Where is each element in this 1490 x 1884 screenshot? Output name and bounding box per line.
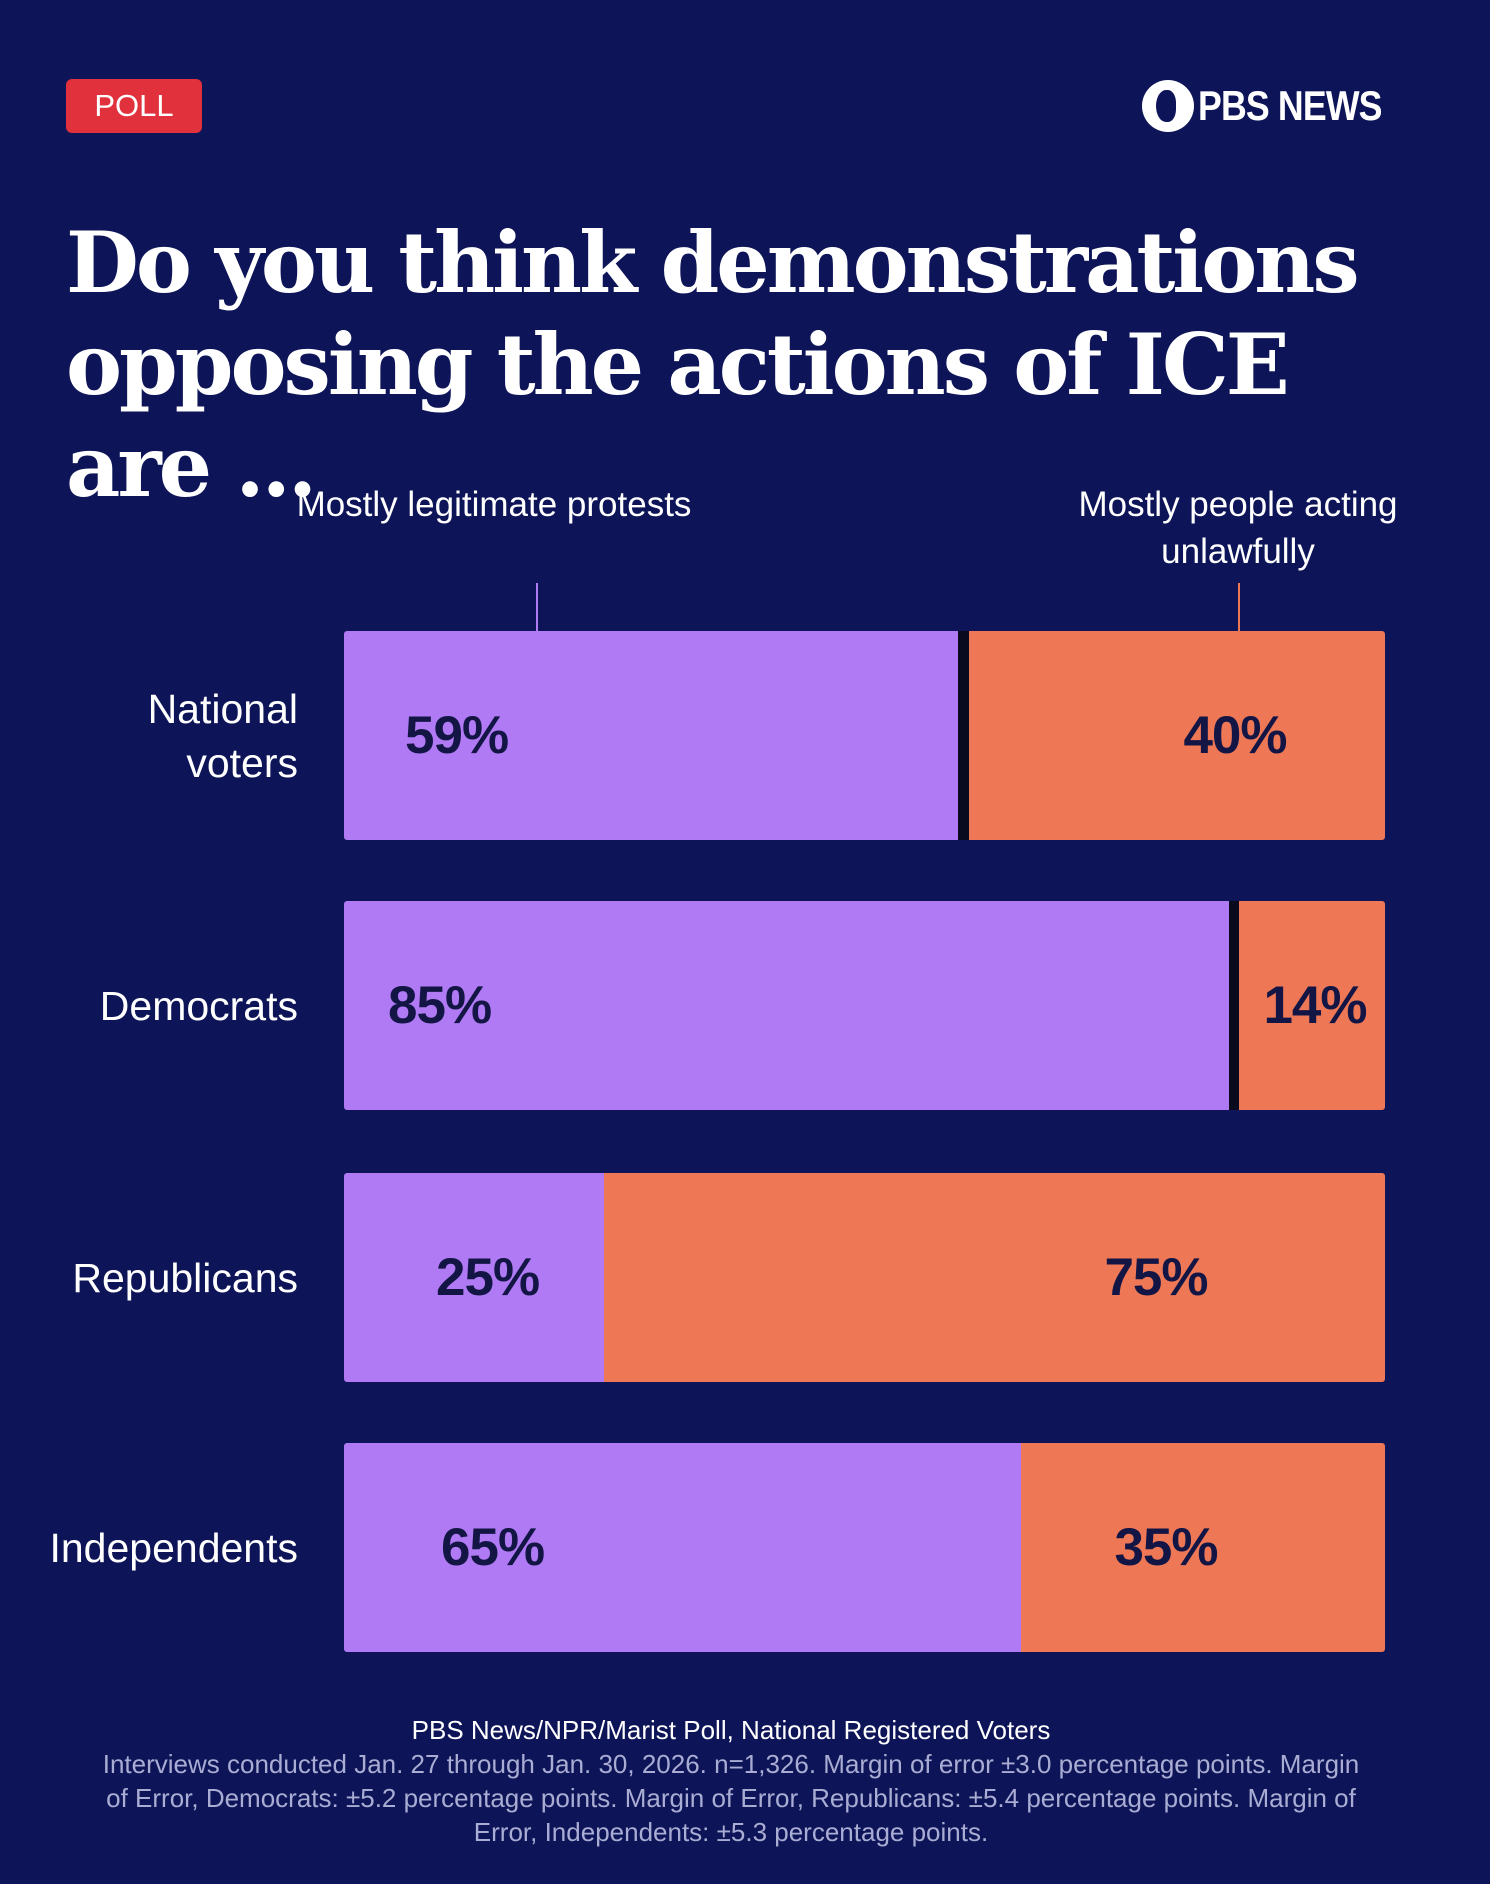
value-label-legitimate: 59% <box>405 706 509 765</box>
bar-row: 59% 40% <box>344 631 1385 840</box>
bar-segment-legitimate <box>344 901 1229 1110</box>
bar-segment-unlawful <box>1239 901 1385 1110</box>
row-label: National voters <box>147 685 298 786</box>
row-label: Democrats <box>99 982 298 1029</box>
row-label: Independents <box>49 1524 298 1571</box>
footer-notes: Interviews conducted Jan. 27 through Jan… <box>102 1749 1360 1847</box>
bar-segment-legitimate <box>344 1443 1021 1652</box>
pbs-head-icon <box>1142 80 1194 132</box>
value-label-unlawful: 40% <box>1183 706 1287 765</box>
legend-tick-legitimate <box>536 583 538 631</box>
bar-segment-legitimate <box>344 1173 605 1382</box>
legend-unlawful: Mostly people acting unlawfully <box>1078 485 1398 571</box>
bar-row: 65% 35% <box>344 1443 1385 1652</box>
value-label-legitimate: 25% <box>436 1248 540 1307</box>
value-label-legitimate: 65% <box>441 1518 545 1577</box>
row-label: Republicans <box>72 1254 298 1301</box>
bar-segment-legitimate <box>344 631 959 840</box>
value-label-legitimate: 85% <box>388 976 492 1035</box>
bar-row: 25% 75% <box>344 1173 1385 1382</box>
footer-source: PBS News/NPR/Marist Poll, National Regis… <box>411 1715 1051 1745</box>
value-label-unlawful: 75% <box>1104 1248 1208 1307</box>
pbs-news-logo: PBS NEWS <box>1142 80 1414 132</box>
logo-text: PBS NEWS <box>1198 82 1382 129</box>
value-label-unlawful: 35% <box>1114 1518 1218 1577</box>
poll-badge: POLL <box>66 79 202 133</box>
bar-segment-unlawful <box>968 631 1385 840</box>
bar-segment-unlawful <box>604 1173 1385 1382</box>
bar-segment-unlawful <box>1020 1443 1385 1652</box>
bar-row: 85% 14% <box>344 901 1385 1110</box>
legend-legitimate: Mostly legitimate protests <box>296 485 692 524</box>
legend-tick-unlawful <box>1238 583 1240 631</box>
chart-title: Do you think demonstrations opposing the… <box>66 213 1360 516</box>
value-label-unlawful: 14% <box>1263 976 1367 1035</box>
